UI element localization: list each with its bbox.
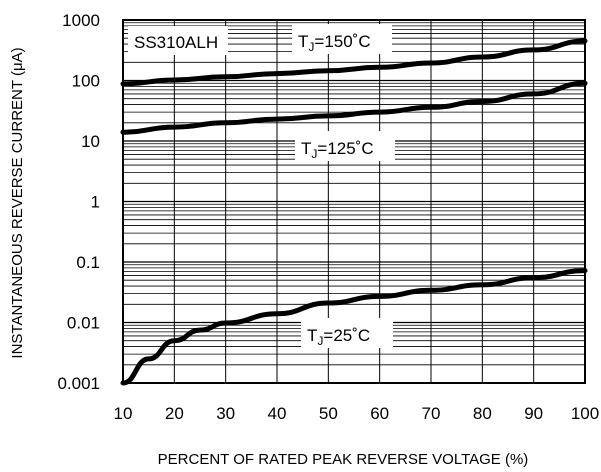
x-tick-label: 10	[114, 404, 133, 423]
series-label-125c-box	[295, 131, 395, 161]
x-tick-label: 70	[422, 404, 441, 423]
x-tick-label: 20	[165, 404, 184, 423]
y-tick-label: 1	[91, 193, 100, 212]
y-tick-label: 0.01	[67, 314, 100, 333]
x-tick-label: 30	[216, 404, 235, 423]
part-number-label: SS310ALH	[134, 33, 218, 52]
x-tick-label: 90	[524, 404, 543, 423]
y-tick-label: 0.1	[76, 253, 100, 272]
series-layer	[120, 38, 588, 386]
plot-frame	[122, 19, 586, 384]
y-tick-label: 10	[81, 132, 100, 151]
tick-labels: 10 20 30 40 50 60 70 80 90 100 0.001 0.01 0.1 1 10 100 1…	[57, 11, 599, 423]
series-label-150c: TJ=150˚C	[298, 32, 371, 54]
annotations: SS310ALH TJ=150˚C TJ=125˚C TJ=25˚C	[128, 24, 395, 348]
series-line	[120, 80, 588, 135]
series-line	[120, 38, 588, 87]
x-tick-label: 60	[370, 404, 389, 423]
series-label-150c-box	[292, 24, 392, 54]
series-label-125c: TJ=125˚C	[301, 139, 374, 161]
series-label-25c-box	[301, 318, 393, 348]
x-tick-label: 40	[268, 404, 287, 423]
y-axis-label: INSTANTANEOUS REVERSE CURRENT (μA)	[9, 47, 26, 358]
y-tick-label: 1000	[62, 11, 100, 30]
x-tick-label: 50	[319, 404, 338, 423]
series-label-25c: TJ=25˚C	[307, 326, 370, 348]
series-line	[120, 268, 588, 386]
y-tick-label: 0.001	[57, 374, 100, 393]
y-tick-label: 100	[72, 72, 100, 91]
x-axis-label: PERCENT OF RATED PEAK REVERSE VOLTAGE (%…	[158, 451, 529, 468]
part-number-label-box	[128, 26, 228, 55]
x-tick-label: 80	[473, 404, 492, 423]
x-tick-label: 100	[571, 404, 599, 423]
